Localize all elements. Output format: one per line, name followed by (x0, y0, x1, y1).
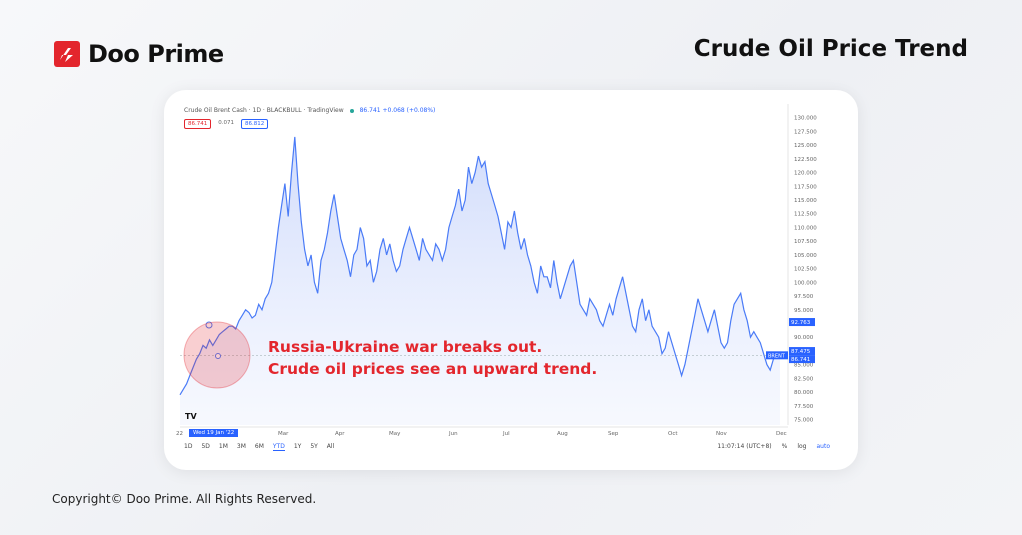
price-tag-bg (789, 347, 815, 356)
y-tick-label: 75.000 (794, 418, 814, 424)
price-tag-bg (789, 355, 815, 364)
y-tick-label: 80.000 (794, 390, 814, 396)
y-tick-label: 82.500 (794, 376, 814, 382)
x-tick-label: Jun (448, 431, 458, 437)
range-3m[interactable]: 3M (236, 443, 246, 450)
status-dot-icon (349, 108, 354, 113)
price-tag-label: 86.741 (791, 357, 810, 363)
range-all[interactable]: All (326, 443, 335, 450)
spread-value: 0.071 (218, 120, 234, 126)
y-tick-label: 77.500 (794, 404, 814, 410)
range-5y[interactable]: 5Y (310, 443, 318, 450)
y-tick-label: 125.000 (794, 143, 817, 149)
range-selector: 1D 5D 1M 3M 6M YTD 1Y 5Y All (184, 443, 334, 451)
x-tick-label: Dec (776, 431, 787, 437)
y-tick-label: 100.000 (794, 280, 817, 286)
marker-point (215, 353, 221, 359)
brand: Doo Prime (54, 40, 224, 68)
x-tick-label: Sep (608, 431, 619, 437)
ohlc-row: 86.741 0.071 86.812 (184, 119, 269, 129)
war-annotation: Russia-Ukraine war breaks out. Crude oil… (268, 336, 597, 380)
marker-point (205, 321, 213, 329)
highlight-circle (183, 321, 251, 389)
y-tick-label: 97.500 (794, 294, 814, 300)
range-1m[interactable]: 1M (218, 443, 228, 450)
price-tag-bg (789, 318, 815, 327)
live-quote: 86.741 +0.068 (+0.08%) (359, 107, 436, 114)
range-6m[interactable]: 6M (254, 443, 264, 450)
x-tick-label: Mar (278, 431, 289, 437)
series-line (179, 136, 781, 396)
sell-price[interactable]: 86.741 (184, 119, 212, 129)
y-tick-label: 112.500 (794, 212, 817, 218)
chart-card: 75.00077.50080.00082.50085.00087.50090.0… (164, 90, 858, 470)
y-tick-label: 85.000 (794, 363, 814, 369)
y-tick-label: 90.000 (794, 335, 814, 341)
x-tick-label: Oct (668, 431, 678, 437)
log-toggle[interactable]: log (797, 443, 807, 450)
copyright: Copyright© Doo Prime. All Rights Reserve… (52, 492, 317, 506)
range-1y[interactable]: 1Y (293, 443, 302, 450)
y-tick-label: 122.500 (794, 157, 817, 163)
series-area (180, 136, 780, 425)
x-tick-label: Jul (502, 431, 510, 437)
y-tick-label: 102.500 (794, 267, 817, 273)
y-tick-label: 115.000 (794, 198, 817, 204)
x-tick-label: Aug (557, 431, 568, 437)
page-title: Crude Oil Price Trend (693, 36, 968, 62)
price-tag-label: 87.475 (791, 349, 811, 355)
x-tick-label: May (389, 431, 401, 437)
tradingview-logo-icon: TV (185, 412, 197, 421)
brand-name: Doo Prime (88, 40, 224, 68)
crosshair-date-badge: Wed 19 Jan '22 (189, 429, 239, 437)
chart-title: Crude Oil Brent Cash · 1D · BLACKBULL · … (184, 107, 344, 114)
y-tick-label: 110.000 (794, 225, 817, 231)
range-5d[interactable]: 5D (201, 443, 210, 450)
annotation-line-1: Russia-Ukraine war breaks out. (268, 338, 543, 356)
y-tick-label: 130.000 (794, 116, 817, 122)
x-tick-label: 22 (176, 431, 183, 437)
auto-toggle[interactable]: auto (816, 443, 830, 450)
time-display: 11:07:14 (UTC+8) (717, 443, 772, 450)
chart-header: Crude Oil Brent Cash · 1D · BLACKBULL · … (184, 107, 435, 114)
y-tick-label: 107.500 (794, 239, 817, 245)
y-tick-label: 117.500 (794, 184, 817, 190)
range-1d[interactable]: 1D (184, 443, 193, 450)
scale-controls: 11:07:14 (UTC+8) % log auto (717, 443, 830, 450)
percent-toggle[interactable]: % (781, 443, 788, 450)
range-ytd[interactable]: YTD (272, 443, 285, 451)
symbol-tag-label: BRENT (768, 353, 786, 359)
y-tick-label: 127.500 (794, 129, 817, 135)
brand-logo-icon (54, 41, 80, 67)
y-tick-label: 105.000 (794, 253, 817, 259)
y-tick-label: 120.000 (794, 171, 817, 177)
y-tick-label: 95.000 (794, 308, 814, 314)
x-tick-label: Apr (335, 431, 345, 437)
buy-price[interactable]: 86.812 (241, 119, 269, 129)
x-tick-label: Nov (716, 431, 727, 437)
price-tag-label: 92.763 (791, 320, 811, 326)
price-chart: 75.00077.50080.00082.50085.00087.50090.0… (176, 104, 817, 437)
annotation-line-2: Crude oil prices see an upward trend. (268, 360, 598, 378)
symbol-tag-bg (766, 351, 788, 360)
